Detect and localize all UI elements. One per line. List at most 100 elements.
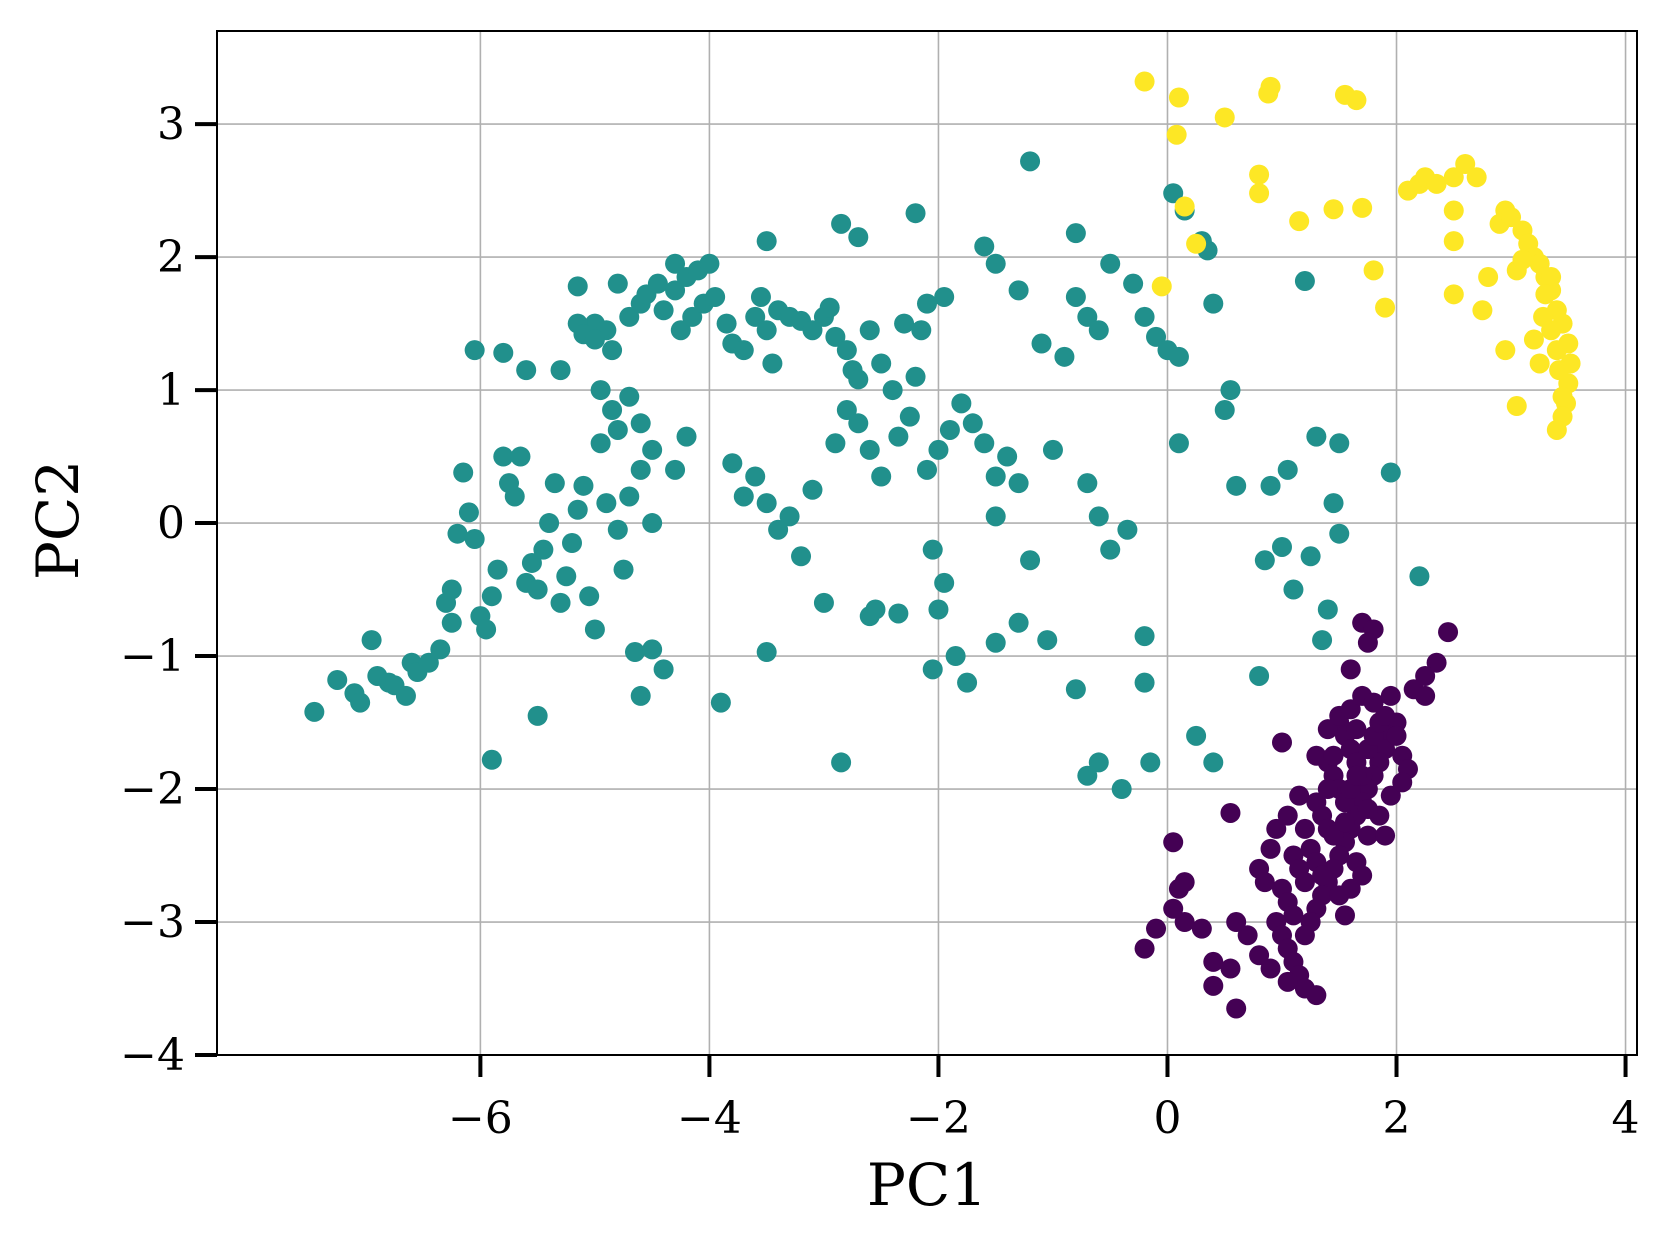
data-point — [453, 462, 474, 483]
data-point — [1289, 785, 1310, 806]
axis-ticks: −6 −4 −2 0 2 4 −4 −3 −2 −1 0 1 2 3 — [120, 99, 1639, 1144]
data-point — [1438, 622, 1459, 643]
data-point — [745, 466, 766, 487]
point-series-3 — [1134, 612, 1459, 1019]
data-point — [756, 642, 777, 663]
data-point — [899, 406, 920, 427]
data-point — [493, 342, 514, 363]
data-point — [1134, 71, 1155, 92]
data-point — [327, 669, 348, 690]
data-point — [1134, 938, 1155, 959]
data-point — [1088, 752, 1109, 773]
y-tick-label: −4 — [120, 1030, 185, 1081]
data-point — [544, 473, 565, 494]
data-point — [1340, 659, 1361, 680]
data-point — [579, 586, 600, 607]
data-point — [1283, 579, 1304, 600]
data-point — [1375, 297, 1396, 318]
y-tick-label: 1 — [157, 365, 185, 416]
data-point — [1317, 599, 1338, 620]
data-point — [1541, 320, 1562, 341]
data-point — [985, 253, 1006, 274]
data-point — [1415, 665, 1436, 686]
data-point — [922, 539, 943, 560]
data-point — [1346, 90, 1367, 111]
data-point — [985, 506, 1006, 527]
y-tick-label: 3 — [157, 99, 185, 150]
data-point — [1020, 550, 1041, 571]
data-point — [304, 701, 325, 722]
data-point — [584, 329, 605, 350]
data-point — [1392, 772, 1413, 793]
y-axis-label: PC2 — [24, 460, 92, 580]
data-point — [476, 619, 497, 640]
data-point — [458, 502, 479, 523]
data-point — [945, 646, 966, 667]
data-point — [1186, 233, 1207, 254]
data-point — [791, 546, 812, 567]
data-point — [624, 642, 645, 663]
data-point — [1535, 284, 1556, 305]
data-point — [1294, 872, 1315, 893]
data-point — [1289, 211, 1310, 232]
data-point — [1294, 925, 1315, 946]
data-point — [1220, 958, 1241, 979]
data-point — [1249, 945, 1270, 966]
data-point — [441, 579, 462, 600]
data-point — [722, 453, 743, 474]
data-point — [1123, 273, 1144, 294]
data-point — [567, 499, 588, 520]
data-point — [1174, 912, 1195, 933]
data-point — [894, 313, 915, 334]
data-point — [1168, 346, 1189, 367]
data-point — [1220, 380, 1241, 401]
data-point — [665, 253, 686, 274]
data-point — [1312, 865, 1333, 886]
data-point — [888, 426, 909, 447]
data-point — [1529, 353, 1550, 374]
data-point — [1375, 825, 1396, 846]
data-point — [447, 523, 468, 544]
y-tick-label: −2 — [120, 764, 185, 815]
data-point — [859, 320, 880, 341]
data-point — [1031, 333, 1052, 354]
data-point — [848, 369, 869, 390]
data-point — [1426, 652, 1447, 673]
data-point — [1168, 87, 1189, 108]
grid-lines — [217, 31, 1637, 1056]
x-tick-label: 4 — [1612, 1093, 1640, 1144]
data-point — [1380, 785, 1401, 806]
data-point — [665, 459, 686, 480]
data-point — [1329, 885, 1350, 906]
data-point — [1415, 685, 1436, 706]
data-point — [1323, 199, 1344, 220]
x-axis-label: PC1 — [867, 1151, 987, 1219]
data-point — [1151, 276, 1172, 297]
data-point — [1300, 546, 1321, 567]
data-point — [882, 380, 903, 401]
data-point — [928, 599, 949, 620]
data-point — [1501, 207, 1522, 228]
data-point — [710, 692, 731, 713]
data-point — [350, 692, 371, 713]
data-point — [1088, 506, 1109, 527]
data-point — [888, 603, 909, 624]
data-point — [1506, 396, 1527, 417]
data-point — [521, 552, 542, 573]
plot-frame — [216, 30, 1638, 1056]
data-point — [1443, 284, 1464, 305]
point-series-1 — [304, 151, 1430, 800]
data-point — [1065, 286, 1086, 307]
data-point — [917, 459, 937, 480]
data-point — [1260, 475, 1281, 496]
data-point — [1443, 167, 1464, 188]
data-point — [1191, 918, 1212, 939]
data-point — [539, 513, 560, 534]
data-point — [848, 413, 869, 434]
data-point — [831, 213, 852, 234]
data-point — [613, 559, 634, 580]
data-point — [802, 320, 823, 341]
data-point — [974, 236, 995, 257]
data-point — [1306, 745, 1327, 766]
data-point — [1306, 985, 1327, 1006]
